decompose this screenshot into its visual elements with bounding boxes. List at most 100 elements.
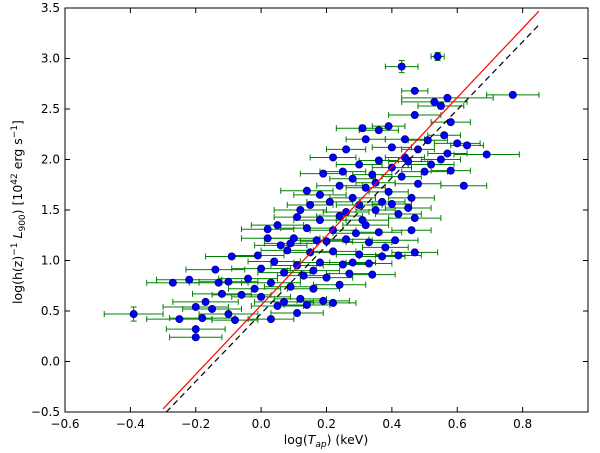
data-point	[338, 167, 347, 176]
data-point	[482, 150, 491, 159]
data-point	[410, 214, 419, 223]
data-point	[459, 181, 468, 190]
data-point	[273, 301, 282, 310]
data-point	[404, 203, 413, 212]
data-point	[309, 266, 318, 275]
data-point	[407, 226, 416, 235]
data-point	[361, 221, 370, 230]
data-point	[289, 234, 298, 243]
data-point	[257, 292, 266, 301]
data-point	[315, 190, 324, 199]
data-point	[430, 97, 439, 106]
data-point	[266, 278, 275, 287]
data-point	[302, 300, 311, 309]
data-point	[364, 259, 373, 268]
y-tick-label: 0.0	[41, 355, 60, 369]
data-point	[348, 193, 357, 202]
x-axis-label: log(Tap) (keV)	[284, 432, 368, 450]
y-tick-label: 2.0	[41, 153, 60, 167]
data-point	[436, 101, 445, 110]
x-tick-label: 0.8	[513, 417, 532, 431]
y-axis-ticks: −0.5 0.0 0.5 1.0 1.5 2.0 2.5 3.0 3.5	[31, 1, 588, 419]
data-point	[446, 118, 455, 127]
data-point	[129, 310, 138, 319]
data-point	[191, 302, 200, 311]
data-point	[296, 294, 305, 303]
data-point	[270, 257, 279, 266]
data-point	[361, 183, 370, 192]
data-point	[244, 274, 253, 283]
data-point	[329, 298, 338, 307]
data-point	[319, 169, 328, 178]
data-point	[227, 252, 236, 261]
data-point	[440, 131, 449, 140]
x-axis-ticks: −0.6 −0.4 −0.2 0.0 0.2 0.4 0.6 0.8	[50, 8, 532, 431]
data-point	[237, 290, 246, 299]
fit-line-layer	[162, 10, 542, 412]
y-tick-label: −0.5	[31, 405, 60, 419]
data-point	[253, 251, 262, 260]
data-point	[293, 213, 302, 222]
data-point	[315, 216, 324, 225]
data-point	[410, 86, 419, 95]
data-point	[280, 268, 289, 277]
data-point	[394, 210, 403, 219]
data-point	[266, 315, 275, 324]
data-point	[191, 325, 200, 334]
data-point	[358, 124, 367, 133]
data-point	[410, 111, 419, 120]
data-point	[293, 261, 302, 270]
data-point	[394, 251, 403, 260]
y-tick-label: 2.5	[41, 102, 60, 116]
data-point	[306, 200, 315, 209]
y-tick-label: 1.5	[41, 203, 60, 217]
data-point	[168, 278, 177, 287]
data-point	[315, 258, 324, 267]
data-point	[224, 277, 233, 286]
data-point	[414, 145, 423, 154]
data-point	[371, 205, 380, 214]
y-tick-label: 3.5	[41, 1, 60, 15]
data-point	[175, 315, 184, 324]
x-tick-label: 0.4	[382, 417, 401, 431]
data-point	[374, 156, 383, 165]
y-tick-label: 1.0	[41, 254, 60, 268]
data-point	[217, 289, 226, 298]
data-point	[355, 160, 364, 169]
data-point	[351, 229, 360, 238]
x-tick-label: 0.0	[252, 417, 271, 431]
data-point	[329, 226, 338, 235]
red-fit-line	[162, 10, 540, 410]
data-point	[391, 236, 400, 245]
data-point	[214, 278, 223, 287]
data-point	[342, 235, 351, 244]
data-point	[335, 280, 344, 289]
data-point	[309, 284, 318, 293]
data-point	[293, 309, 302, 318]
data-point	[250, 284, 259, 293]
data-point	[299, 271, 308, 280]
data-point	[374, 126, 383, 135]
data-point	[329, 153, 338, 162]
data-point	[224, 310, 233, 319]
data-point	[263, 234, 272, 243]
y-tick-label: 0.5	[41, 304, 60, 318]
data-point	[384, 122, 393, 131]
data-point	[443, 93, 452, 102]
data-point	[443, 149, 452, 158]
data-point	[371, 178, 380, 187]
data-point	[368, 270, 377, 279]
data-point	[384, 187, 393, 196]
x-tick-label: 0.2	[317, 417, 336, 431]
data-point	[208, 304, 217, 313]
data-point	[302, 224, 311, 233]
data-point	[381, 243, 390, 252]
data-point	[420, 167, 429, 176]
data-point	[325, 197, 334, 206]
data-point	[342, 145, 351, 154]
data-point	[329, 247, 338, 256]
data-point	[283, 246, 292, 255]
data-point	[410, 248, 419, 257]
data-point	[361, 135, 370, 144]
data-point	[312, 236, 321, 245]
